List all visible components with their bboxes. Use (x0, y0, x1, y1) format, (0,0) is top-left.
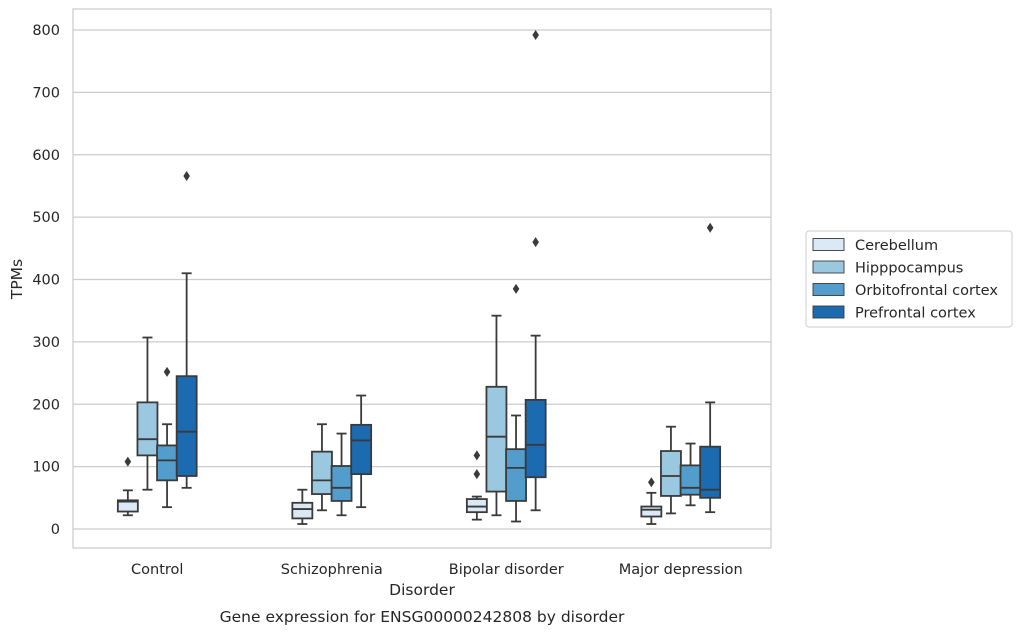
box-hipppocampus (660, 425, 682, 515)
y-tick-label: 200 (32, 397, 60, 413)
box-cerebellum (116, 456, 139, 517)
y-tick-label: 700 (32, 85, 60, 101)
box-hipppocampus (311, 423, 333, 512)
legend-swatch (812, 305, 845, 319)
box-body (175, 375, 198, 477)
y-tick-label: 800 (32, 23, 60, 39)
legend: Cerebellum Hipppocampus Orbitofrontal cort… (805, 230, 1013, 328)
y-axis-label: TPMs (8, 259, 26, 300)
chart-caption: Gene expression for ENSG00000242808 by d… (220, 608, 625, 626)
box-prefrontal-cortex (524, 29, 547, 512)
legend-label: Cerebellum (855, 238, 938, 254)
x-tick-label: Schizophrenia (281, 562, 383, 578)
y-tick-label: 600 (32, 148, 60, 164)
box-body (330, 465, 353, 502)
box-body (485, 385, 508, 493)
y-tick-label: 100 (32, 460, 60, 476)
legend-swatch (812, 238, 845, 251)
boxes (116, 29, 722, 525)
box-body (465, 498, 488, 514)
legend-frame (805, 230, 1013, 328)
box-body (660, 450, 682, 497)
box-body (156, 444, 178, 482)
box-prefrontal-cortex (175, 170, 198, 489)
box-orbitofrontal-cortex (505, 283, 527, 523)
outlier-marker (183, 170, 190, 181)
legend-label: Hipppocampus (855, 261, 963, 277)
outlier-marker (512, 283, 520, 294)
y-tick-label: 300 (32, 335, 60, 351)
legend-label: Prefrontal cortex (855, 306, 976, 322)
box-body (350, 423, 373, 476)
box-body (136, 401, 159, 457)
legend-swatch (812, 260, 845, 274)
box-cerebellum (640, 477, 663, 525)
y-tick-label: 500 (32, 210, 60, 226)
x-tick-label: Control (131, 562, 183, 578)
legend-swatch (812, 283, 845, 296)
box-body (524, 398, 547, 479)
plot-frame (72, 8, 772, 549)
box-hipppocampus (485, 314, 508, 517)
box-body (311, 450, 333, 495)
y-tick-labels: 0 100 200 300 400 500 600 700 800 (32, 23, 60, 538)
outlier-marker (532, 237, 539, 248)
box-body (699, 445, 722, 499)
outlier-marker (124, 456, 132, 467)
box-prefrontal-cortex (699, 222, 722, 514)
box-body (679, 464, 702, 496)
legend-label: Orbitofrontal cortex (855, 283, 998, 299)
box-body (116, 499, 139, 513)
y-tick-label: 0 (51, 522, 60, 538)
outlier-marker (473, 450, 481, 461)
outlier-marker (163, 366, 171, 377)
x-axis-label: Disorder (389, 581, 455, 599)
y-tick-label: 400 (32, 273, 60, 289)
outlier-marker (648, 477, 655, 488)
box-hipppocampus (136, 336, 159, 491)
box-cerebellum (291, 488, 314, 525)
outlier-marker (706, 222, 714, 233)
x-tick-label: Major depression (619, 562, 743, 578)
box-prefrontal-cortex (350, 394, 373, 509)
box-orbitofrontal-cortex (330, 432, 353, 517)
outlier-marker (532, 29, 539, 40)
x-tick-labels: Control Schizophrenia Bipolar disorder Majo… (131, 562, 743, 578)
x-tick-label: Bipolar disorder (449, 562, 564, 578)
box-orbitofrontal-cortex (156, 366, 178, 509)
box-body (291, 501, 314, 520)
box-cerebellum (465, 450, 488, 521)
box-body (505, 448, 527, 502)
outlier-marker (473, 469, 481, 480)
box-orbitofrontal-cortex (679, 442, 702, 507)
box-body (640, 505, 663, 518)
